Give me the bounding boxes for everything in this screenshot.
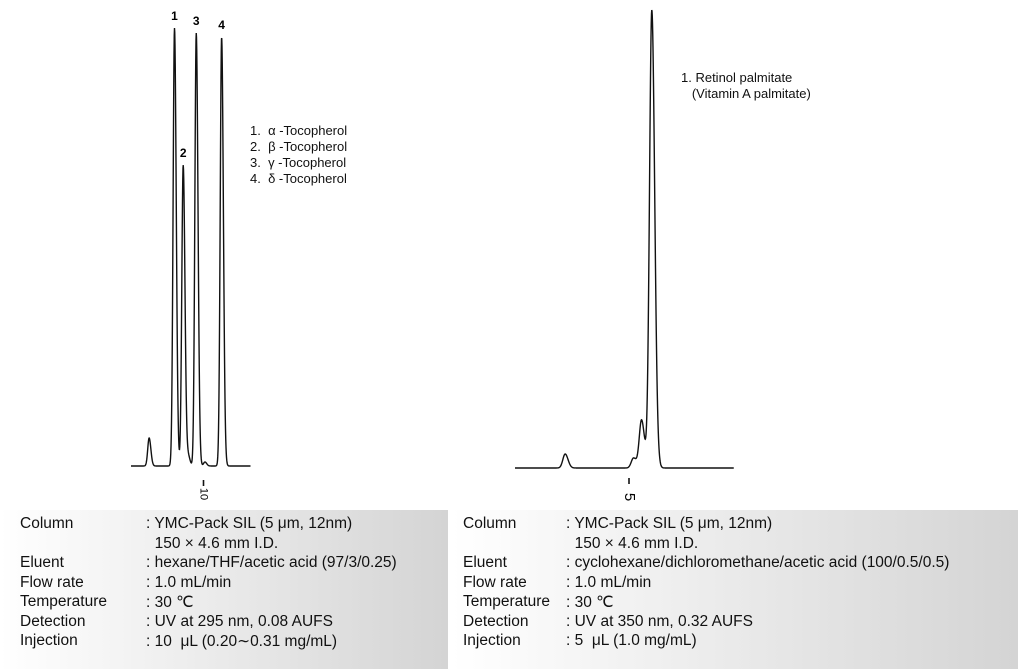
condition-value: : cyclohexane/dichloromethane/acetic aci… (566, 554, 950, 571)
condition-label: Flow rate (20, 573, 84, 591)
condition-value: : YMC-Pack SIL (5 μm, 12nm) (146, 515, 353, 532)
condition-value: : 1.0 mL/min (566, 573, 652, 591)
legend-item: 1. Retinol palmitate (681, 70, 793, 85)
condition-label: Eluent (20, 554, 64, 571)
condition-label: Flow rate (463, 573, 527, 591)
chromatogram-trace (515, 9, 734, 469)
peak-label: 3 (193, 14, 200, 28)
legend-item: 3. γ -Tocopherol (250, 155, 347, 170)
legend-right: 1. Retinol palmitate (Vitamin A palmitat… (681, 70, 811, 102)
condition-value: : 30 ℃ (566, 594, 614, 611)
legend-left: 1. α -Tocopherol 2. β -Tocopherol 3. γ -… (250, 123, 347, 187)
peak-label: 2 (180, 146, 187, 160)
peak-label: 4 (218, 18, 225, 32)
condition-value: : UV at 295 nm, 0.08 AUFS (146, 612, 333, 630)
condition-label: Column (463, 515, 517, 532)
conditions-right: Column : YMC-Pack SIL (5 μm, 12nm) 150 × … (452, 510, 1018, 669)
condition-value: 150 × 4.6 mm I.D. (566, 534, 699, 552)
condition-value: : hexane/THF/acetic acid (97/3/0.25) (146, 554, 397, 571)
chromatogram-trace (131, 27, 251, 467)
condition-label: Detection (463, 612, 529, 630)
condition-label: Eluent (463, 554, 507, 571)
condition-value: : 30 ℃ (146, 594, 194, 611)
condition-label: Column (20, 515, 74, 532)
condition-label: Temperature (20, 593, 108, 610)
legend-item: (Vitamin A palmitate) (681, 86, 811, 101)
condition-value: : YMC-Pack SIL (5 μm, 12nm) (566, 515, 773, 532)
x-tick-label: 10 (198, 488, 210, 500)
condition-value: : 5 μL (1.0 mg/mL) (566, 632, 697, 649)
condition-label: Injection (463, 632, 521, 649)
condition-value: : 1.0 mL/min (146, 573, 232, 591)
condition-value: : 10 μL (0.20∼0.31 mg/mL) (146, 633, 338, 650)
condition-label: Temperature (463, 593, 551, 610)
x-tick-label: 5 (621, 493, 638, 501)
condition-label: Injection (20, 632, 78, 649)
condition-label: Detection (20, 612, 86, 630)
legend-item: 4. δ -Tocopherol (250, 171, 347, 186)
legend-item: 2. β -Tocopherol (250, 139, 348, 154)
condition-value: 150 × 4.6 mm I.D. (146, 534, 279, 552)
legend-item: 1. α -Tocopherol (250, 123, 348, 138)
condition-value: : UV at 350 nm, 0.32 AUFS (566, 612, 753, 630)
peak-label: 1 (171, 9, 178, 23)
conditions-left: Column : YMC-Pack SIL (5 μm, 12nm) 150 × … (0, 510, 448, 669)
chromatogram-plot: 1 2 3 4 10 5 (131, 9, 734, 501)
